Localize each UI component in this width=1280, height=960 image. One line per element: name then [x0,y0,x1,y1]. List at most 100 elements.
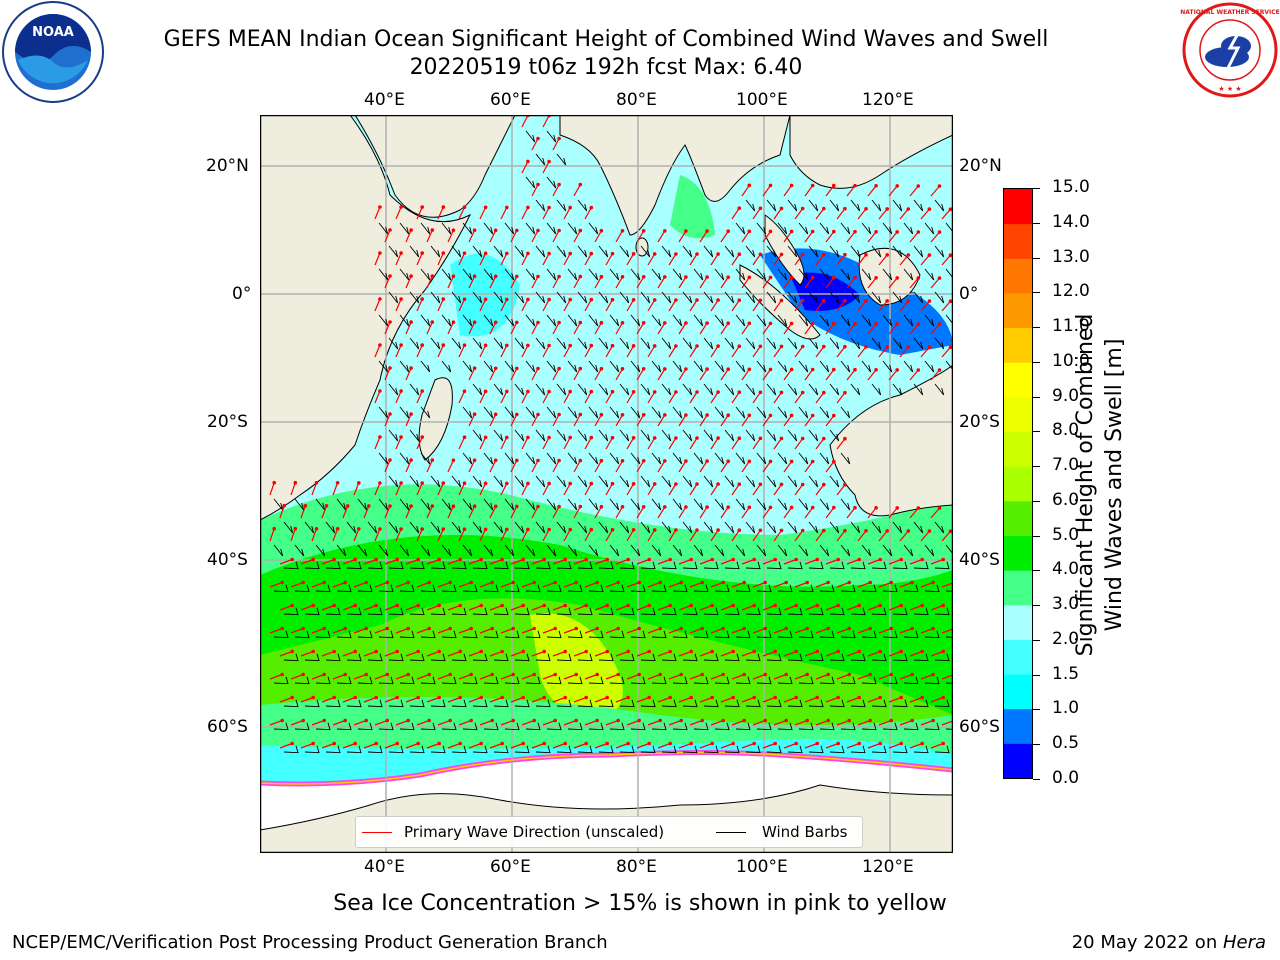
wind-barb [514,429,525,442]
wave-arrow-head [768,459,773,464]
wind-barb [913,699,929,708]
wind-barb [882,722,898,731]
wind-barb [472,699,488,708]
wave-direction-arrow [332,627,346,634]
wave-direction-arrow [426,696,440,703]
wind-barb [525,630,541,639]
wave-arrow-head [779,390,784,395]
wave-arrow-head [822,298,826,303]
wind-barb [567,676,583,685]
wave-direction-arrow [363,696,377,703]
wave-direction-arrow [363,558,377,565]
wind-barb [493,653,509,662]
wave-arrow-head [385,672,389,677]
wave-direction-arrow [353,719,367,726]
wind-barb [493,337,504,350]
wind-barb [913,199,924,212]
wave-arrow-head [430,228,435,232]
wind-barb [903,544,914,557]
wave-arrow-head [641,275,646,279]
wave-direction-arrow [489,414,497,427]
lat-tick-right-40s: 40°S [959,550,1000,570]
wind-barb [556,245,567,258]
wave-arrow-head [515,320,519,325]
wave-direction-arrow [930,558,944,565]
wave-arrow-head [857,603,861,608]
wave-arrow-head [409,320,413,324]
wind-barb [777,584,793,593]
wind-barb [672,360,683,373]
wave-direction-arrow [899,673,913,680]
wave-arrow-head [322,718,326,723]
wave-arrow-head [420,435,424,439]
wind-barb [556,475,567,488]
wave-direction-arrow [500,253,508,266]
wave-direction-arrow [395,298,402,312]
wave-arrow-head [779,344,784,349]
wave-arrow-head [885,345,889,349]
wave-arrow-head [547,527,551,532]
wave-direction-arrow [804,650,818,657]
wave-direction-arrow [741,276,750,289]
wave-direction-arrow [794,208,804,220]
wave-arrow-head [500,695,504,700]
wave-arrow-head [272,526,276,531]
wave-arrow-head [631,252,636,256]
wave-direction-arrow [731,253,740,266]
wind-barb [493,521,504,534]
wave-arrow-head [557,412,561,417]
wave-arrow-head [668,649,672,654]
wind-barb [441,630,457,639]
wave-arrow-head [505,251,509,256]
wave-arrow-head [747,367,752,372]
wind-barb [388,561,404,570]
wave-direction-arrow [426,229,433,243]
wave-arrow-head [451,274,456,278]
wave-direction-arrow [605,719,619,726]
lat-tick-left-60s: 60°S [207,717,248,737]
wave-direction-arrow [825,185,835,197]
wind-barb [430,337,441,350]
wind-barb [619,337,630,350]
wave-arrow-head [483,389,488,394]
wave-arrow-head [378,343,382,347]
wave-arrow-head [610,297,615,302]
wave-arrow-head [610,435,615,440]
wave-direction-arrow [920,254,930,266]
wave-direction-arrow [941,300,951,312]
wind-barb [598,383,609,396]
wave-direction-arrow [720,368,729,381]
wave-arrow-head [547,343,551,348]
wave-arrow-head [578,366,583,371]
wave-arrow-head [490,580,494,585]
wind-barb [609,722,625,731]
wave-arrow-head [874,276,878,280]
wave-direction-arrow [678,558,692,565]
wave-direction-arrow [783,323,793,335]
wave-direction-arrow [762,277,771,289]
height-band-6m [530,613,623,720]
wind-barb [766,291,777,304]
wind-barb [682,429,693,442]
wind-barb [819,584,835,593]
wind-barb [724,383,735,396]
wind-barb [703,337,714,350]
wave-direction-arrow [867,742,881,749]
wave-arrow-head [399,435,403,439]
wave-arrow-head [493,458,498,463]
wind-barb [483,314,494,327]
wind-barb [430,699,446,708]
wave-direction-arrow [678,322,687,335]
wave-direction-arrow [626,673,640,680]
wave-direction-arrow [930,369,940,381]
wave-arrow-head [836,695,840,700]
wave-direction-arrow [647,483,656,496]
wave-arrow-head [737,298,742,302]
wave-arrow-head [874,368,878,372]
wave-direction-arrow [647,253,656,266]
wind-barb [630,630,646,639]
wind-barb [756,584,772,593]
wave-direction-arrow [825,558,839,565]
wave-arrow-head [378,481,382,485]
wave-direction-arrow [489,742,503,749]
